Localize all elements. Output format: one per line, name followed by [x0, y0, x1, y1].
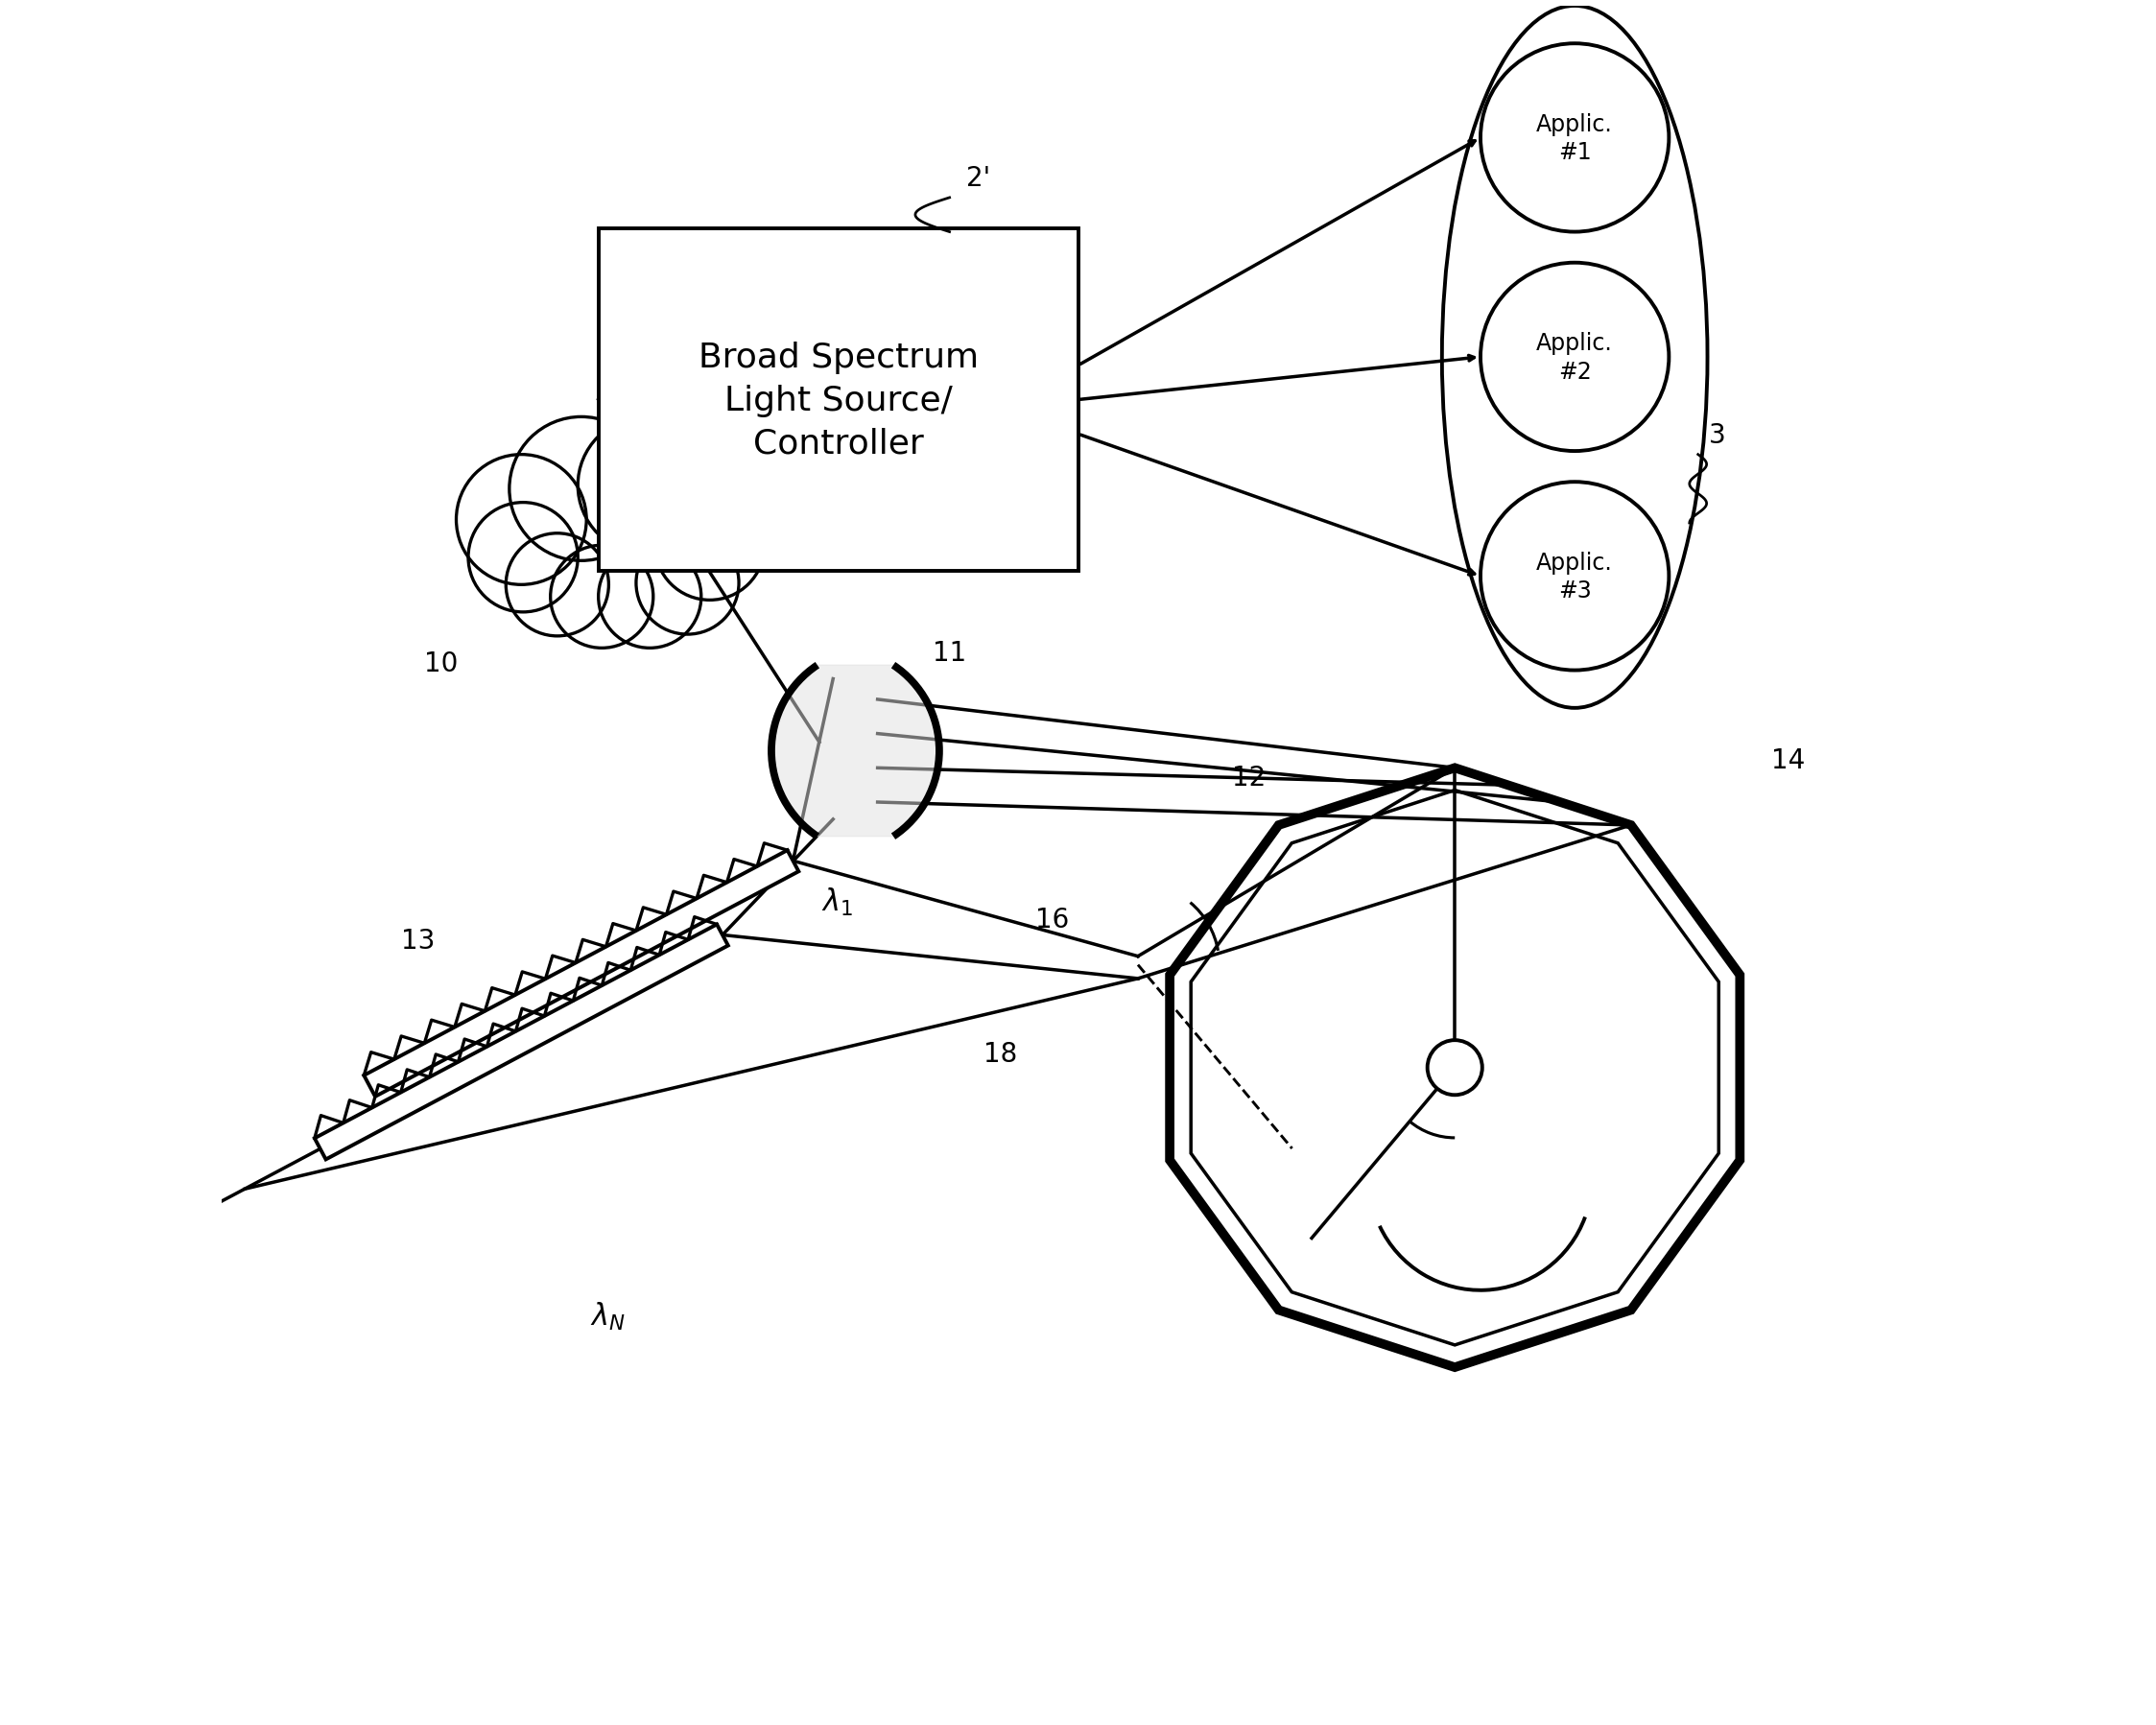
Polygon shape	[364, 850, 798, 1097]
Text: Applic.
#3: Applic. #3	[1537, 550, 1613, 602]
Circle shape	[1481, 45, 1669, 233]
Text: 12: 12	[1231, 764, 1266, 792]
Circle shape	[509, 417, 653, 561]
Circle shape	[457, 455, 586, 585]
Circle shape	[550, 545, 653, 649]
Circle shape	[1427, 1040, 1481, 1095]
Circle shape	[1481, 264, 1669, 452]
Text: Applic.
#1: Applic. #1	[1537, 112, 1613, 164]
Text: 3: 3	[1708, 423, 1725, 449]
Text: Applic.
#2: Applic. #2	[1537, 331, 1613, 383]
Text: 16: 16	[1035, 906, 1069, 933]
FancyBboxPatch shape	[599, 229, 1078, 571]
Text: 13: 13	[401, 926, 436, 954]
Circle shape	[599, 545, 701, 649]
Polygon shape	[1171, 768, 1740, 1368]
Text: 17: 17	[1455, 1313, 1490, 1339]
Text: $\lambda_1$: $\lambda_1$	[821, 885, 854, 918]
Text: 2': 2'	[966, 166, 992, 191]
Text: $\lambda_N$: $\lambda_N$	[591, 1299, 625, 1332]
Circle shape	[507, 533, 608, 637]
Text: 10: 10	[425, 650, 457, 676]
Circle shape	[640, 449, 757, 564]
Circle shape	[636, 531, 740, 635]
Circle shape	[578, 417, 716, 554]
Circle shape	[1481, 483, 1669, 671]
Text: Broad Spectrum
Light Source/
Controller: Broad Spectrum Light Source/ Controller	[699, 342, 979, 459]
Text: 18: 18	[983, 1040, 1018, 1066]
Polygon shape	[772, 666, 940, 837]
Text: 11: 11	[931, 640, 966, 666]
Text: 15: 15	[1352, 850, 1386, 876]
Polygon shape	[1190, 790, 1718, 1346]
Text: 14: 14	[1772, 747, 1805, 775]
Circle shape	[468, 504, 578, 612]
Polygon shape	[315, 925, 729, 1159]
Circle shape	[655, 492, 765, 600]
